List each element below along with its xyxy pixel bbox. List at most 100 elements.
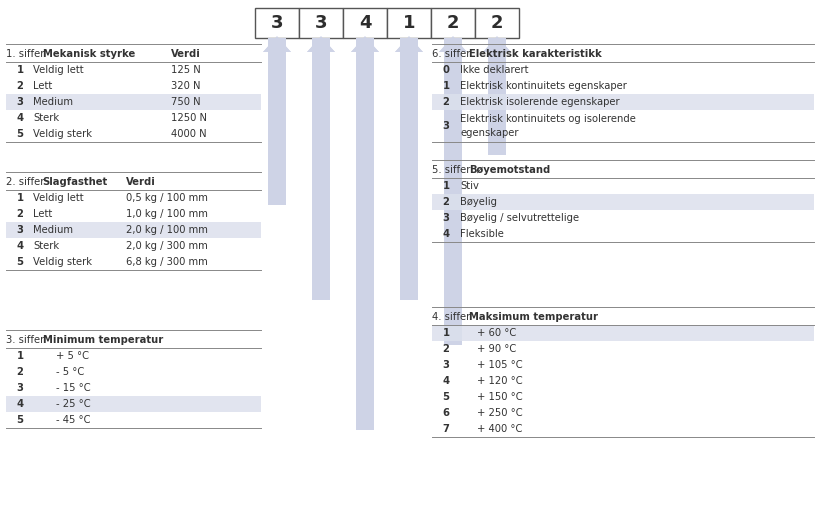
Text: 6: 6 [442, 408, 450, 418]
Text: Maksimum temperatur: Maksimum temperatur [469, 312, 598, 322]
Text: Elektrisk kontinuitets egenskaper: Elektrisk kontinuitets egenskaper [460, 81, 627, 91]
Polygon shape [307, 38, 335, 52]
Polygon shape [395, 36, 423, 52]
Text: + 60 °C: + 60 °C [477, 328, 516, 338]
Text: 6,8 kg / 300 mm: 6,8 kg / 300 mm [126, 257, 208, 267]
Text: + 250 °C: + 250 °C [477, 408, 523, 418]
Text: 5: 5 [16, 415, 24, 425]
Text: Ikke deklarert: Ikke deklarert [460, 65, 529, 75]
Text: + 400 °C: + 400 °C [477, 424, 522, 434]
Text: 1: 1 [403, 14, 415, 32]
Text: - 25 °C: - 25 °C [56, 399, 90, 409]
Text: 4: 4 [442, 229, 450, 239]
Text: 2,0 kg / 100 mm: 2,0 kg / 100 mm [126, 225, 208, 235]
Text: 3: 3 [270, 14, 284, 32]
Text: 4. siffer: 4. siffer [432, 312, 473, 322]
Text: 2: 2 [446, 14, 459, 32]
Text: 3: 3 [16, 97, 24, 107]
Bar [400, 38, 418, 300]
Bar [431, 8, 475, 38]
Text: 7: 7 [442, 424, 450, 434]
Text: 1: 1 [442, 328, 450, 338]
Text: 2: 2 [442, 97, 450, 107]
Text: 2: 2 [442, 197, 450, 207]
Text: Medium: Medium [33, 97, 73, 107]
Text: 1: 1 [16, 193, 24, 203]
Text: - 5 °C: - 5 °C [56, 367, 84, 377]
Text: 6. siffer: 6. siffer [432, 49, 473, 59]
Bar [268, 38, 286, 205]
Text: 1: 1 [16, 351, 24, 361]
Text: - 45 °C: - 45 °C [56, 415, 90, 425]
Polygon shape [395, 38, 423, 52]
Text: Bøyemotstand: Bøyemotstand [469, 165, 550, 175]
Text: Lett: Lett [33, 81, 53, 91]
Text: 5: 5 [442, 392, 450, 402]
Bar [356, 38, 374, 430]
Text: 3: 3 [442, 213, 450, 223]
Bar [387, 8, 431, 38]
Text: 4000 N: 4000 N [171, 129, 206, 139]
Text: + 5 °C: + 5 °C [56, 351, 89, 361]
Polygon shape [351, 36, 379, 52]
Text: - 15 °C: - 15 °C [56, 383, 90, 393]
Text: 2: 2 [16, 209, 24, 219]
Bar [343, 8, 387, 38]
Text: 1: 1 [442, 81, 450, 91]
Text: 4: 4 [358, 14, 372, 32]
Text: 3: 3 [16, 225, 24, 235]
Text: 1250 N: 1250 N [171, 113, 207, 123]
Polygon shape [483, 36, 511, 52]
Text: 4: 4 [16, 113, 24, 123]
Text: 3: 3 [442, 360, 450, 370]
Text: + 90 °C: + 90 °C [477, 344, 516, 354]
Text: 0,5 kg / 100 mm: 0,5 kg / 100 mm [126, 193, 208, 203]
Polygon shape [439, 38, 467, 52]
Text: 3: 3 [442, 121, 450, 131]
Bar [255, 8, 299, 38]
Polygon shape [263, 36, 291, 52]
Text: 320 N: 320 N [171, 81, 201, 91]
Polygon shape [483, 38, 511, 52]
Bar [432, 94, 814, 110]
Bar [6, 94, 261, 110]
Bar [432, 325, 814, 341]
Text: Slagfasthet: Slagfasthet [43, 177, 108, 187]
Text: 3. siffer: 3. siffer [6, 335, 48, 345]
Text: Verdi: Verdi [126, 177, 155, 187]
Text: + 150 °C: + 150 °C [477, 392, 523, 402]
Text: 125 N: 125 N [171, 65, 201, 75]
Polygon shape [263, 38, 291, 52]
Text: 1: 1 [442, 181, 450, 191]
Bar [488, 38, 506, 155]
Text: + 120 °C: + 120 °C [477, 376, 523, 386]
Text: 4: 4 [442, 376, 450, 386]
Text: 2: 2 [16, 367, 24, 377]
Text: Veldig lett: Veldig lett [33, 65, 84, 75]
Text: 4: 4 [16, 399, 24, 409]
Text: Verdi: Verdi [171, 49, 201, 59]
Text: Elektrisk isolerende egenskaper: Elektrisk isolerende egenskaper [460, 97, 620, 107]
Text: 2: 2 [16, 81, 24, 91]
Text: 5: 5 [16, 129, 24, 139]
Text: 0: 0 [442, 65, 450, 75]
Text: 5: 5 [16, 257, 24, 267]
Text: 4: 4 [16, 241, 24, 251]
Bar [6, 396, 261, 412]
Text: 2. siffer: 2. siffer [6, 177, 48, 187]
Text: Fleksible: Fleksible [460, 229, 504, 239]
Text: 5. siffer: 5. siffer [432, 165, 473, 175]
Text: Elektrisk kontinuitets og isolerende: Elektrisk kontinuitets og isolerende [460, 114, 636, 124]
Bar [475, 8, 519, 38]
Text: 3: 3 [16, 383, 24, 393]
Text: Medium: Medium [33, 225, 73, 235]
Text: Minimum temperatur: Minimum temperatur [43, 335, 163, 345]
Text: Elektrisk karakteristikk: Elektrisk karakteristikk [469, 49, 602, 59]
Bar [299, 8, 343, 38]
Bar [444, 38, 462, 345]
Text: Bøyelig / selvutrettelige: Bøyelig / selvutrettelige [460, 213, 580, 223]
Text: Veldig sterk: Veldig sterk [33, 257, 92, 267]
Text: 2,0 kg / 300 mm: 2,0 kg / 300 mm [126, 241, 208, 251]
Text: 2: 2 [442, 344, 450, 354]
Polygon shape [351, 38, 379, 52]
